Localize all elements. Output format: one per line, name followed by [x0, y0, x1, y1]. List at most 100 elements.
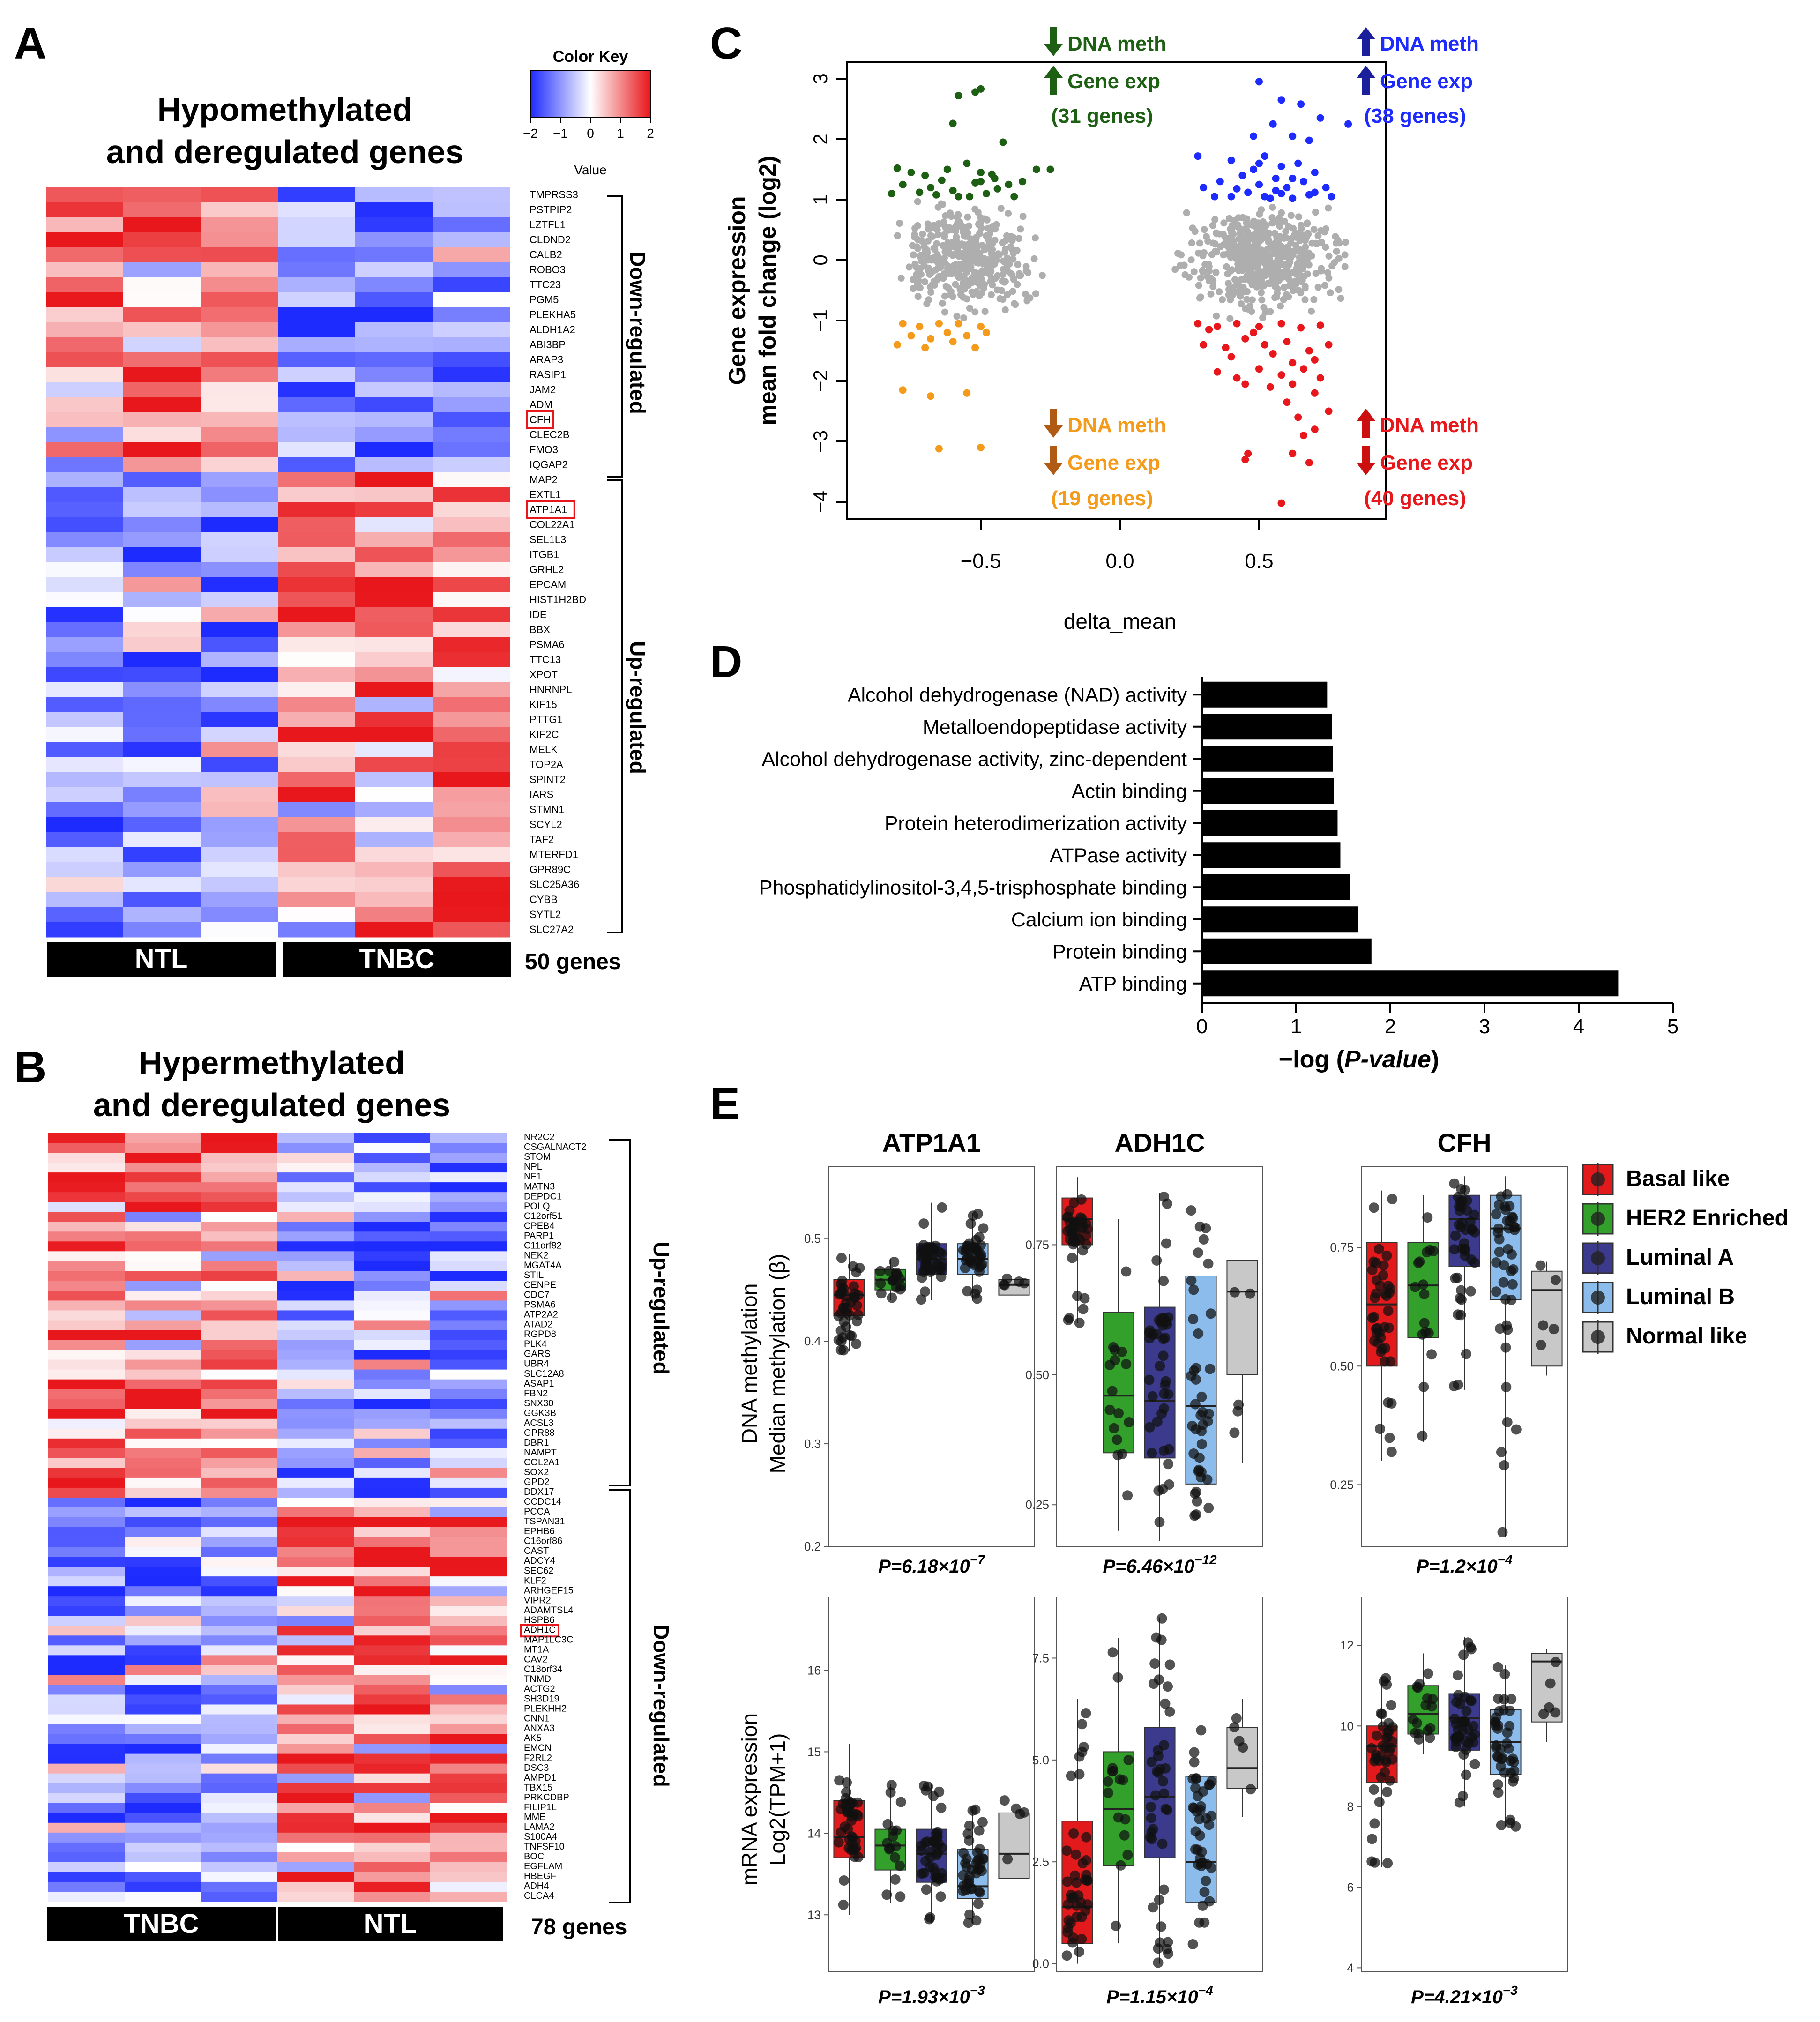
heatmap-b	[48, 1133, 507, 1902]
scatter-point-bg	[942, 224, 949, 231]
gene-label: VIPR2	[524, 1595, 551, 1605]
heatmap-cell	[433, 247, 510, 263]
heatmap-cell	[278, 667, 356, 683]
box-sample-point	[974, 1262, 985, 1273]
gene-label: SOX2	[524, 1467, 549, 1477]
heatmap-cell	[354, 1685, 431, 1695]
box-sample-point	[1369, 1292, 1380, 1303]
scatter-point	[1328, 193, 1335, 201]
heatmap-cell	[48, 1241, 125, 1252]
box-sample-point	[977, 1817, 988, 1828]
heatmap-cell	[277, 1527, 354, 1537]
heatmap-cell	[123, 502, 201, 518]
heatmap-cell	[278, 202, 356, 218]
heatmap-cell	[430, 1428, 507, 1439]
heatmap-cell	[48, 1645, 125, 1656]
heatmap-cell	[354, 1261, 431, 1271]
box-sample-point	[1492, 1779, 1503, 1790]
box-sample-point	[923, 1781, 933, 1792]
heatmap-cell	[46, 547, 124, 563]
heatmap-cell	[277, 1714, 354, 1725]
heatmap-cell	[48, 1793, 125, 1804]
box-sample-point	[1191, 1363, 1201, 1373]
heatmap-cell	[355, 517, 433, 533]
box-sample-point	[1189, 1747, 1200, 1758]
heatmap-cell	[48, 1842, 125, 1853]
box-sample-point	[1186, 1275, 1197, 1286]
scatter-point-bg	[966, 305, 973, 312]
heatmap-cell	[46, 727, 124, 743]
box-sample-point	[1109, 1423, 1119, 1433]
heatmap-cell	[201, 1497, 278, 1508]
box-sample-point	[1063, 1899, 1074, 1910]
legend-label: Basal like	[1626, 1166, 1730, 1191]
scatter-point-bg	[992, 225, 999, 233]
heatmap-cell	[201, 1172, 278, 1183]
box-sample-point	[1499, 1460, 1509, 1470]
heatmap-cell	[354, 1133, 431, 1143]
heatmap-cell	[354, 1487, 431, 1498]
scatter-point-bg	[1226, 234, 1234, 242]
box-sample-point	[1152, 1417, 1163, 1427]
box-sample-point	[1246, 1784, 1256, 1795]
scatter-point-bg	[1257, 289, 1265, 296]
enrichment-term-label: Alcohol dehydrogenase activity, zinc-dep…	[761, 748, 1187, 770]
heatmap-cell	[277, 1832, 354, 1843]
heatmap-cell	[430, 1606, 507, 1616]
heatmap-cell	[278, 337, 356, 353]
heatmap-cell	[277, 1822, 354, 1833]
heatmap-cell	[355, 727, 433, 743]
scatter-point-bg	[1325, 274, 1333, 282]
box-sample-point	[1148, 1902, 1158, 1913]
scatter-point	[1255, 78, 1263, 86]
box-sample-point	[1450, 1742, 1461, 1752]
scatter-point-bg	[1252, 270, 1260, 278]
heatmap-cell	[46, 517, 124, 533]
box-sample-point	[1461, 1769, 1471, 1780]
scatter-point	[1322, 184, 1330, 192]
scatter-point-bg	[897, 275, 905, 282]
scatter-point	[1316, 374, 1324, 382]
heatmap-cell	[355, 907, 433, 923]
heatmap-cell	[125, 1665, 201, 1675]
scatter-point-bg	[1196, 294, 1203, 302]
scatter-y-tick: −3	[809, 430, 831, 453]
heatmap-cell	[277, 1567, 354, 1577]
heatmap-cell	[430, 1133, 507, 1143]
scatter-point-bg	[1258, 296, 1266, 304]
heatmap-cell	[433, 262, 510, 278]
color-key-gradient	[530, 70, 651, 118]
scatter-x-tick: 0.5	[1245, 550, 1273, 573]
box-sample-point	[1108, 1766, 1119, 1776]
enrichment-term-label: Phosphatidylinositol-3,4,5-trisphosphate…	[759, 876, 1187, 899]
heatmap-cell	[123, 547, 201, 563]
box-sample-point	[1417, 1431, 1428, 1441]
heatmap-cell	[125, 1724, 201, 1735]
box-sample-point	[1460, 1692, 1470, 1702]
box-sample-point	[1161, 1238, 1171, 1249]
box-sample-point	[1459, 1238, 1469, 1249]
heatmap-cell	[278, 307, 356, 323]
heatmap-cell	[354, 1241, 431, 1252]
heatmap-cell	[125, 1645, 201, 1656]
scatter-point-bg	[945, 266, 953, 274]
heatmap-cell	[354, 1497, 431, 1508]
scatter-point-bg	[1273, 234, 1281, 241]
q2-count: (38 genes)	[1364, 104, 1466, 127]
heatmap-cell	[201, 1783, 278, 1794]
heatmap-cell	[354, 1783, 431, 1794]
scatter-point-bg	[1017, 225, 1024, 233]
scatter-point	[1311, 169, 1319, 176]
heatmap-cell	[277, 1143, 354, 1153]
heatmap-cell	[46, 712, 124, 728]
scatter-point-bg	[1265, 238, 1272, 246]
heatmap-cell	[354, 1163, 431, 1173]
heatmap-cell	[433, 367, 510, 383]
heatmap-cell	[433, 487, 510, 503]
scatter-point-bg	[962, 224, 970, 231]
heatmap-cell	[277, 1438, 354, 1449]
scatter-y-tick: 0	[809, 254, 831, 265]
heatmap-cell	[125, 1616, 201, 1626]
gene-label: CSGALNACT2	[524, 1142, 586, 1152]
heatmap-cell	[430, 1163, 507, 1173]
